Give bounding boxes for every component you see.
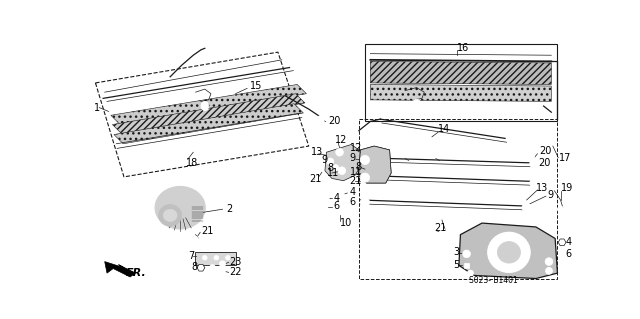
Text: 3: 3 (454, 247, 460, 257)
Text: 20: 20 (538, 158, 550, 168)
Ellipse shape (214, 256, 219, 260)
Ellipse shape (545, 258, 553, 265)
Ellipse shape (530, 159, 539, 168)
Ellipse shape (311, 126, 322, 138)
Text: 6: 6 (349, 197, 356, 206)
Text: 22: 22 (230, 267, 242, 277)
Text: 9: 9 (349, 152, 356, 163)
Polygon shape (459, 223, 557, 278)
Text: 15: 15 (250, 81, 262, 91)
Ellipse shape (202, 256, 207, 260)
Text: 21: 21 (202, 226, 214, 236)
Ellipse shape (439, 228, 445, 234)
Ellipse shape (336, 148, 344, 156)
Ellipse shape (522, 203, 531, 212)
Ellipse shape (333, 165, 339, 171)
Text: 12: 12 (349, 143, 362, 153)
Text: 8: 8 (356, 162, 362, 172)
Ellipse shape (360, 155, 369, 165)
Ellipse shape (159, 204, 182, 226)
Polygon shape (371, 61, 551, 85)
Text: 7: 7 (188, 251, 194, 261)
Ellipse shape (225, 256, 230, 260)
Text: 12: 12 (335, 135, 348, 145)
Ellipse shape (497, 241, 520, 263)
Ellipse shape (467, 270, 474, 276)
Text: 5: 5 (454, 260, 460, 271)
Text: 6: 6 (565, 249, 572, 259)
Text: 18: 18 (186, 158, 198, 168)
Ellipse shape (327, 158, 334, 165)
Ellipse shape (463, 250, 470, 258)
Ellipse shape (201, 101, 209, 111)
Polygon shape (325, 145, 363, 181)
Ellipse shape (557, 206, 564, 212)
Text: 4: 4 (333, 193, 339, 204)
Text: 21: 21 (435, 224, 447, 234)
Polygon shape (371, 85, 551, 101)
Ellipse shape (360, 198, 369, 207)
Ellipse shape (193, 236, 198, 244)
Text: 11: 11 (326, 168, 339, 178)
Text: 20: 20 (539, 146, 551, 157)
Ellipse shape (334, 192, 337, 195)
Ellipse shape (315, 176, 319, 181)
Bar (342, 200, 348, 206)
Ellipse shape (155, 187, 205, 229)
Text: 11: 11 (350, 167, 363, 177)
Ellipse shape (323, 197, 330, 203)
Bar (464, 263, 469, 268)
Polygon shape (114, 104, 303, 144)
Text: 9: 9 (321, 155, 327, 165)
Polygon shape (105, 262, 136, 277)
Text: 8: 8 (191, 262, 197, 272)
Text: FR.: FR. (126, 268, 147, 278)
Polygon shape (113, 94, 305, 134)
Ellipse shape (344, 209, 349, 215)
Ellipse shape (545, 267, 552, 274)
Text: S023- B1401: S023- B1401 (469, 276, 518, 285)
Text: 6: 6 (333, 201, 339, 211)
Text: 10: 10 (340, 218, 353, 228)
FancyBboxPatch shape (195, 252, 236, 265)
Ellipse shape (338, 167, 346, 174)
Ellipse shape (559, 250, 566, 257)
Ellipse shape (163, 209, 177, 221)
Ellipse shape (360, 173, 369, 182)
Ellipse shape (316, 116, 324, 124)
Ellipse shape (220, 261, 225, 267)
Polygon shape (359, 146, 391, 183)
Text: 13: 13 (536, 183, 548, 193)
Text: 19: 19 (561, 183, 573, 193)
Ellipse shape (488, 232, 530, 272)
Text: 8: 8 (327, 163, 333, 173)
Ellipse shape (344, 202, 346, 204)
Polygon shape (558, 239, 566, 246)
Text: 17: 17 (559, 152, 572, 163)
Polygon shape (197, 264, 205, 271)
Ellipse shape (210, 271, 215, 276)
Polygon shape (111, 85, 307, 124)
Ellipse shape (220, 269, 225, 274)
Text: 9: 9 (547, 190, 554, 200)
Ellipse shape (526, 153, 535, 162)
Text: 4: 4 (349, 187, 356, 197)
Text: 21: 21 (349, 176, 361, 186)
Text: 4: 4 (565, 237, 572, 247)
Ellipse shape (209, 265, 216, 271)
Ellipse shape (413, 99, 420, 108)
Text: 21: 21 (308, 174, 321, 184)
Text: 20: 20 (328, 116, 340, 126)
Text: 14: 14 (438, 124, 451, 134)
Bar (333, 191, 339, 197)
Ellipse shape (465, 264, 468, 267)
Text: 23: 23 (230, 256, 242, 267)
Text: 13: 13 (311, 147, 323, 157)
Text: 16: 16 (456, 42, 469, 53)
Text: 2: 2 (227, 204, 232, 214)
Ellipse shape (530, 178, 539, 188)
Text: 1: 1 (94, 103, 100, 113)
